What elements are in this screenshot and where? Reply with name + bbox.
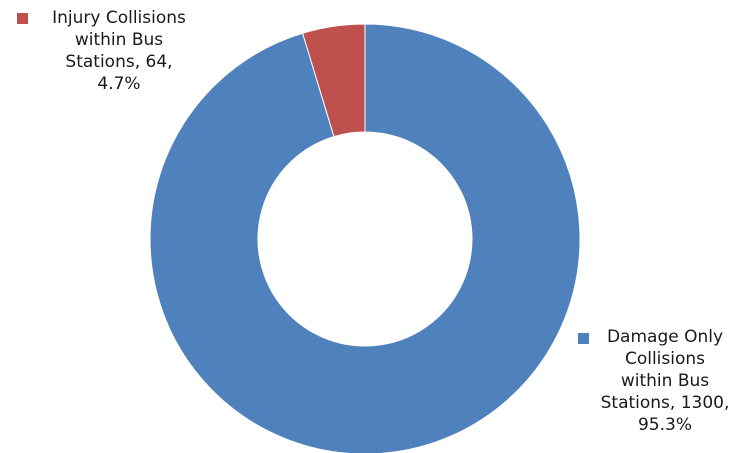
injury-label-line: 4.7% bbox=[97, 74, 141, 94]
injury-marker bbox=[17, 13, 28, 24]
damage-label: Damage Only Collisions within Bus Statio… bbox=[590, 326, 740, 436]
damage-label-line: within Bus bbox=[620, 371, 710, 391]
injury-label-line: Stations, 64, bbox=[65, 52, 173, 72]
slice-damage-only bbox=[149, 23, 581, 453]
injury-label: Injury Collisions within Bus Stations, 6… bbox=[34, 7, 204, 95]
damage-label-line: Collisions bbox=[624, 349, 706, 369]
damage-label-line: Damage Only bbox=[606, 327, 724, 347]
injury-label-line: within Bus bbox=[74, 30, 164, 50]
damage-label-line: Stations, 1300, bbox=[600, 393, 730, 413]
damage-label-line: 95.3% bbox=[637, 415, 692, 435]
injury-label-line: Injury Collisions bbox=[52, 8, 186, 28]
damage-marker bbox=[578, 333, 589, 344]
